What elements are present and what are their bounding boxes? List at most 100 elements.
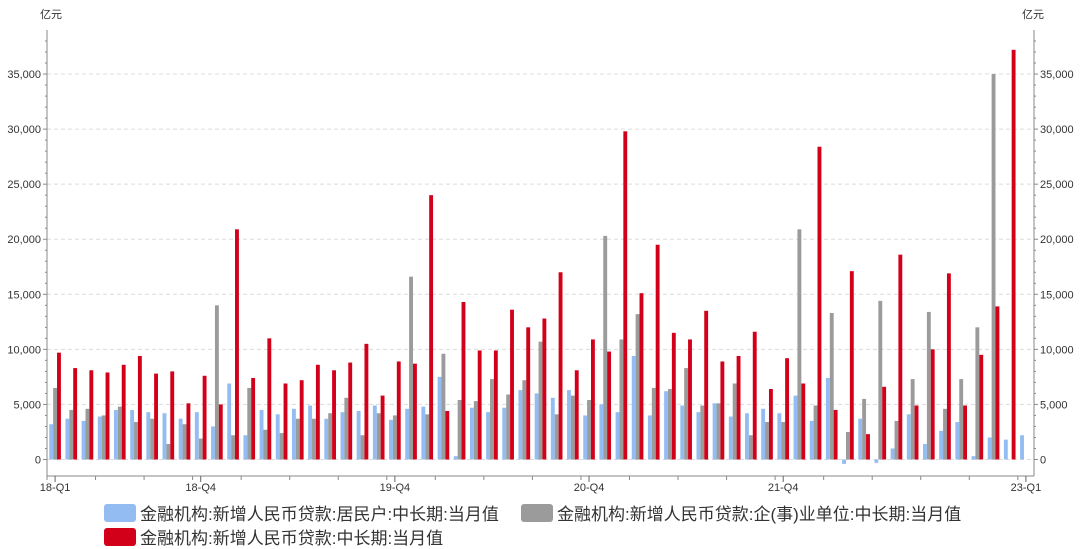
bar-enterprise: [862, 398, 867, 460]
bar-enterprise: [360, 435, 365, 460]
bar-enterprise: [991, 74, 996, 460]
bar-household: [809, 420, 814, 460]
y-tick-label-left: 35,000: [7, 69, 41, 81]
y-tick-label-left: 30,000: [7, 124, 41, 136]
y-tick-label-left: 15,000: [7, 289, 41, 301]
y-tick-label-right: 15,000: [1040, 289, 1074, 301]
bar-enterprise: [878, 300, 883, 460]
bar-enterprise: [538, 341, 543, 460]
bar-household: [728, 416, 733, 460]
legend-swatch-household: [104, 503, 136, 522]
bar-household: [680, 405, 685, 460]
bar-enterprise: [603, 235, 608, 460]
bar-total: [267, 338, 272, 460]
bar-household: [469, 407, 474, 460]
bar-total: [493, 350, 498, 460]
bar-household: [825, 377, 830, 460]
bar-enterprise: [635, 314, 640, 460]
bar-enterprise: [894, 420, 899, 460]
bar-total: [235, 229, 239, 460]
bar-total: [946, 273, 951, 460]
bar-household: [49, 424, 54, 460]
bar-household: [842, 459, 846, 464]
bar-household: [243, 435, 248, 460]
legend-item-total[interactable]: 金融机构:新增人民币贷款:中长期:当月值: [104, 524, 443, 549]
bar-total: [768, 389, 773, 460]
chart-legend: 金融机构:新增人民币贷款:居民户:中长期:当月值 金融机构:新增人民币贷款:企(…: [0, 496, 1080, 549]
bar-enterprise: [910, 379, 915, 460]
bar-total: [413, 363, 417, 460]
bar-household: [227, 383, 232, 460]
bar-total: [574, 370, 579, 460]
bar-enterprise: [684, 368, 689, 460]
bar-total: [121, 364, 126, 460]
bar-household: [923, 444, 927, 460]
y-tick-label-left: 0: [35, 454, 41, 466]
bar-household: [194, 412, 199, 460]
bar-household: [146, 412, 151, 460]
bar-total: [202, 375, 207, 460]
bar-enterprise: [506, 394, 511, 460]
bar-enterprise: [554, 414, 559, 460]
bar-enterprise: [473, 401, 478, 460]
bar-household: [502, 407, 507, 460]
bar-enterprise: [392, 415, 397, 460]
bar-household: [486, 412, 491, 460]
bar-enterprise: [344, 397, 349, 460]
bar-enterprise: [376, 413, 381, 460]
bar-household: [890, 448, 895, 460]
bar-total: [736, 355, 741, 460]
bar-total: [688, 339, 692, 460]
y-tick-label-right: 10,000: [1040, 344, 1074, 356]
bar-chart: 0 0 5,000 5,000 10,000 10,000 15,000 15,000 20,0…: [7, 8, 1074, 494]
bar-total: [510, 309, 514, 460]
legend-swatch-total: [104, 527, 136, 546]
bar-household: [664, 391, 668, 460]
bar-household: [113, 409, 118, 460]
bar-total: [251, 377, 256, 460]
bar-enterprise: [781, 422, 786, 460]
bar-household: [340, 412, 345, 460]
bar-total: [914, 405, 919, 460]
y-tick-label-right: 25,000: [1040, 179, 1074, 191]
bar-enterprise: [85, 408, 90, 460]
y-tick-label-left: 20,000: [7, 234, 41, 246]
bar-enterprise: [845, 431, 850, 460]
bar-total: [137, 355, 142, 460]
bar-total: [170, 371, 175, 460]
bar-household: [567, 390, 571, 460]
bar-enterprise: [69, 409, 74, 460]
bar-household: [405, 408, 410, 460]
bar-total: [963, 405, 968, 460]
bar-household: [647, 415, 652, 460]
bar-enterprise: [959, 379, 964, 460]
bar-household: [793, 395, 798, 460]
bar-household: [939, 430, 944, 460]
bar-enterprise: [328, 413, 333, 460]
y-axis-unit-right: 亿元: [1022, 8, 1044, 21]
bar-total: [817, 146, 822, 460]
bar-enterprise: [651, 387, 656, 460]
bar-enterprise: [797, 229, 802, 460]
y-tick-label-right: 5,000: [1040, 399, 1068, 411]
bar-household: [906, 414, 911, 460]
bar-total: [704, 310, 709, 460]
bar-enterprise: [166, 444, 171, 460]
bar-enterprise: [813, 405, 818, 460]
bar-total: [73, 368, 78, 460]
legend-label-total: 金融机构:新增人民币贷款:中长期:当月值: [140, 529, 444, 548]
bar-household: [356, 411, 361, 460]
y-tick-label-left: 5,000: [13, 399, 41, 411]
bar-household: [761, 408, 766, 460]
x-tick-label: 20-Q4: [574, 482, 605, 494]
x-tick-label: 21-Q4: [768, 482, 799, 494]
bar-total: [332, 370, 336, 460]
bar-enterprise: [134, 422, 138, 460]
bar-enterprise: [619, 339, 624, 460]
legend-item-enterprise[interactable]: 金融机构:新增人民币贷款:企(事)业单位:中长期:当月值: [521, 500, 961, 525]
bar-total: [882, 386, 887, 460]
bar-total: [283, 383, 288, 460]
y-axis-unit-left: 亿元: [40, 8, 62, 21]
legend-item-household[interactable]: 金融机构:新增人民币贷款:居民户:中长期:当月值: [104, 500, 499, 525]
